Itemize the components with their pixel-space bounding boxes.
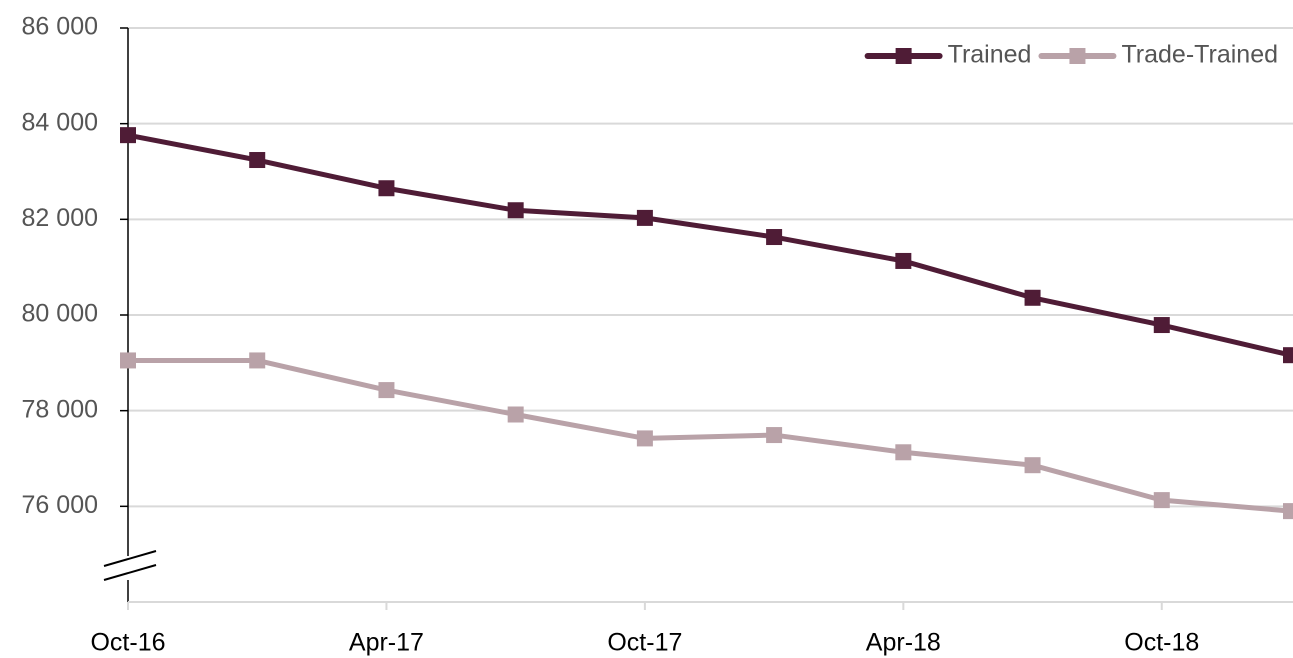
legend-label: Trained [948, 41, 1032, 69]
axis-break-line [103, 550, 157, 567]
x-tick-label: Oct-16 [90, 629, 165, 657]
y-tick-label: 78 000 [22, 395, 98, 423]
marker [507, 202, 524, 219]
marker [636, 209, 653, 226]
marker [1153, 492, 1170, 509]
legend-marker [1069, 48, 1086, 64]
marker [249, 352, 266, 369]
marker [1283, 347, 1293, 364]
y-tick-label: 80 000 [22, 300, 98, 328]
marker [1283, 503, 1293, 520]
marker [766, 427, 783, 444]
marker [895, 444, 912, 461]
marker [1024, 289, 1041, 306]
marker [507, 406, 524, 423]
axis-break [100, 550, 160, 581]
marker [249, 152, 266, 169]
x-tick-label: Oct-18 [1124, 629, 1199, 657]
y-tick-label: 82 000 [22, 204, 98, 232]
legend-label: Trade-Trained [1121, 41, 1278, 69]
series-line [127, 132, 1292, 358]
marker [1153, 317, 1170, 334]
marker [1024, 457, 1041, 474]
axis-break-line [103, 564, 157, 581]
marker [120, 352, 136, 369]
y-tick-label: 76 000 [22, 491, 98, 519]
x-tick-label: Oct-17 [607, 629, 682, 657]
y-tick-label: 84 000 [22, 108, 98, 136]
marker [120, 127, 136, 144]
marker [378, 382, 395, 399]
x-tick-label: Apr-18 [866, 629, 941, 657]
y-tick-label: 86 000 [22, 13, 98, 41]
series-line [128, 357, 1292, 514]
marker [766, 229, 783, 246]
marker [378, 180, 395, 197]
x-tick-label: Apr-17 [349, 629, 424, 657]
legend-marker [895, 48, 912, 64]
axis-break-gap [100, 556, 160, 580]
marker [636, 430, 653, 447]
marker [895, 252, 912, 269]
legend: Trade-Trained Trained [864, 41, 1278, 69]
